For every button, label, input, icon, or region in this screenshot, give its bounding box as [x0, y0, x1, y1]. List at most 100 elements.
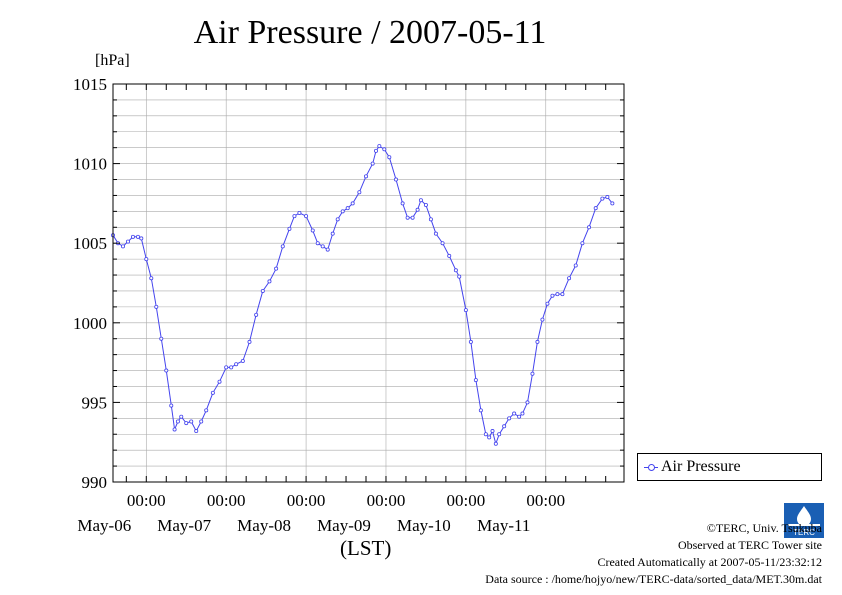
data-point: [135, 234, 140, 239]
data-point: [172, 427, 177, 432]
credit-site: Observed at TERC Tower site: [677, 538, 822, 552]
data-point: [517, 414, 522, 419]
data-point: [512, 411, 517, 416]
data-point: [502, 424, 507, 429]
x-axis: 00:00 May-06 00:00 May-07 00:00 May-08 00:00 Ma…: [77, 84, 607, 535]
data-point: [254, 312, 259, 317]
data-point: [535, 339, 540, 344]
data-point: [224, 365, 229, 370]
y-axis: 990 995 1000 1005 1010 1015: [73, 75, 624, 492]
data-point: [377, 144, 382, 149]
x-tick-label: 00:00: [367, 491, 406, 510]
data-point: [525, 400, 530, 405]
x-date-label: May-06: [77, 516, 131, 535]
data-point: [440, 241, 445, 246]
x-date-label: May-10: [397, 516, 451, 535]
data-point: [217, 379, 222, 384]
legend-marker: [648, 464, 655, 471]
y-tick-label: 995: [82, 393, 108, 412]
x-date-label: May-07: [157, 516, 211, 535]
data-point: [382, 147, 387, 152]
data-point: [555, 292, 560, 297]
chart-title: Air Pressure / 2007-05-11: [193, 14, 547, 51]
x-tick-label: 00:00: [526, 491, 565, 510]
data-point: [310, 228, 315, 233]
data-point: [490, 429, 495, 434]
y-axis-unit: [hPa]: [95, 52, 130, 69]
data-point: [410, 215, 415, 220]
data-point: [610, 201, 615, 206]
data-point: [387, 155, 392, 160]
data-point: [292, 214, 297, 219]
data-point: [600, 196, 605, 201]
data-point: [433, 231, 438, 236]
data-point: [405, 215, 410, 220]
data-point: [357, 190, 362, 195]
data-point: [130, 234, 135, 239]
x-tick-label: 00:00: [207, 491, 246, 510]
data-point: [573, 263, 578, 268]
data-point: [350, 201, 355, 206]
data-point: [507, 416, 512, 421]
data-point: [260, 288, 265, 293]
data-point: [560, 292, 565, 297]
data-point: [159, 336, 164, 341]
data-point: [540, 317, 545, 322]
credit-created: Created Automatically at 2007-05-11/23:3…: [597, 555, 822, 569]
data-point: [175, 419, 180, 424]
data-point: [267, 279, 272, 284]
data-point: [304, 214, 309, 219]
x-date-label: May-09: [317, 516, 371, 535]
data-point: [335, 217, 340, 222]
data-point: [240, 359, 245, 364]
data-point: [447, 253, 452, 258]
data-point: [473, 378, 478, 383]
data-point: [567, 276, 572, 281]
data-point: [530, 371, 535, 376]
data-point: [587, 225, 592, 230]
data-point: [393, 177, 398, 182]
data-point: [199, 419, 204, 424]
data-point: [418, 198, 423, 203]
data-point: [204, 408, 209, 413]
data-point: [189, 419, 194, 424]
y-tick-label: 1000: [73, 314, 107, 333]
x-tick-label: 00:00: [287, 491, 326, 510]
data-point: [463, 308, 468, 313]
data-point: [247, 339, 252, 344]
data-point: [320, 244, 325, 249]
data-point: [287, 226, 292, 231]
data-point: [210, 390, 215, 395]
data-point: [605, 195, 610, 200]
series-line: [112, 145, 613, 446]
logo-text: TERC: [793, 528, 815, 537]
data-point: [428, 217, 433, 222]
data-point: [325, 247, 330, 252]
y-tick-label: 1015: [73, 75, 107, 94]
data-point: [550, 293, 555, 298]
data-point: [179, 414, 184, 419]
data-point: [497, 432, 502, 437]
plot-frame: [112, 83, 625, 483]
data-point: [593, 206, 598, 211]
data-point: [415, 207, 420, 212]
y-tick-label: 1010: [73, 155, 107, 174]
data-point: [468, 339, 473, 344]
x-date-label: May-08: [237, 516, 291, 535]
data-point: [487, 435, 492, 440]
data-point: [120, 244, 125, 249]
data-point: [125, 239, 130, 244]
credit-source: Data source : /home/hojyo/new/TERC-data/…: [485, 572, 822, 586]
data-point: [423, 202, 428, 207]
x-tick-label: 00:00: [447, 491, 486, 510]
data-point: [194, 429, 199, 434]
data-point: [483, 432, 488, 437]
data-point: [478, 408, 483, 413]
grid-lines: [113, 83, 624, 483]
legend-label: Air Pressure: [661, 458, 741, 475]
data-point: [545, 301, 550, 306]
data-point: [139, 236, 144, 241]
y-tick-label: 990: [82, 473, 108, 492]
data-point: [154, 304, 159, 309]
data-point: [370, 161, 375, 166]
